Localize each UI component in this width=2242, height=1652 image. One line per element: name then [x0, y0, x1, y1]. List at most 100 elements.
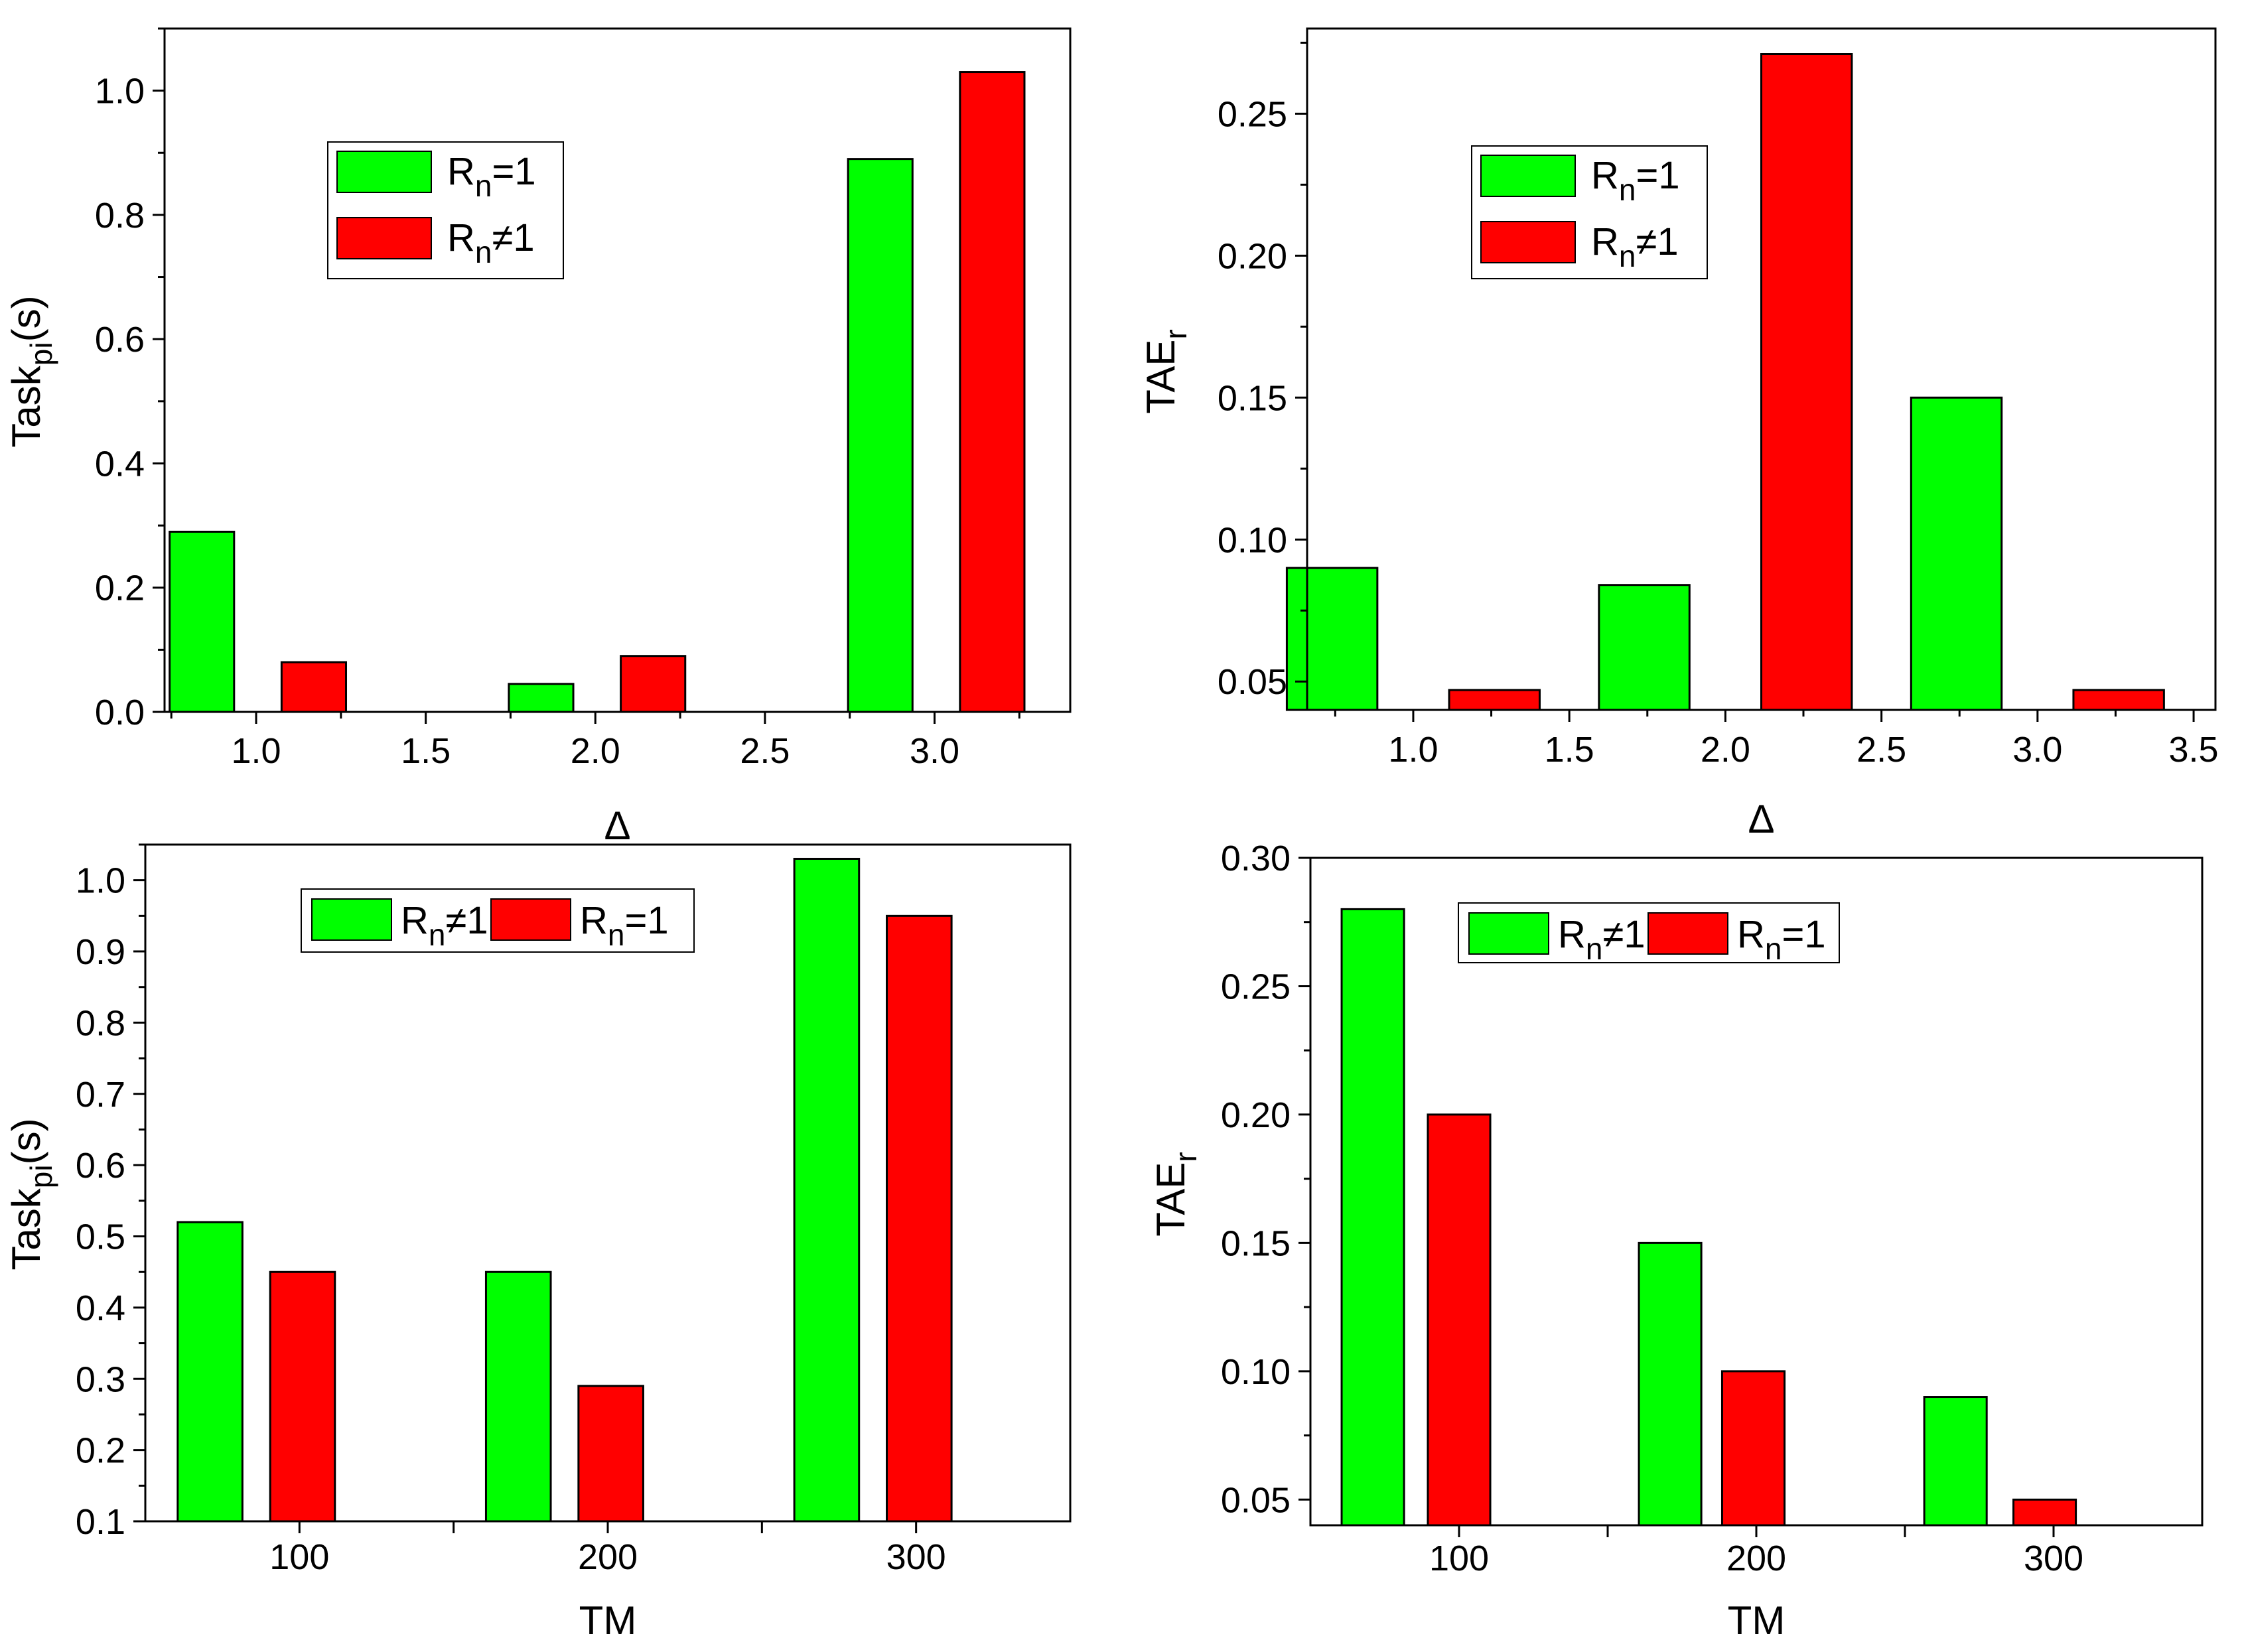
bar-bottom-right-red-2	[2012, 1498, 2077, 1527]
bar-top-right-red-0	[1448, 689, 1541, 711]
legend-label-red: Rn=1	[580, 899, 669, 952]
y-tick-label-bottom-left: 0.3	[76, 1359, 125, 1399]
y-tick-label-bottom-left: 1.0	[76, 861, 125, 901]
y-tick-label-top-right: 0.10	[1218, 520, 1287, 560]
x-tick-label-top-right: 1.5	[1545, 730, 1594, 770]
legend-bottom-right: Rn≠1 Rn=1	[1458, 902, 1840, 966]
x-tick-label-top-right: 3.0	[2012, 730, 2062, 770]
legend-swatch-red	[336, 217, 432, 259]
y-tick-label-top-left: 0.4	[95, 444, 145, 484]
x-tick-label-top-right: 1.0	[1388, 730, 1438, 770]
y-tick-label-bottom-left: 0.8	[76, 1003, 125, 1043]
x-tick-label-top-left: 2.0	[571, 731, 620, 771]
y-tick-label-bottom-left: 0.9	[76, 932, 125, 972]
y-tick-label-bottom-left: 0.7	[76, 1075, 125, 1115]
y-axis-label-top-right: TAEr	[1139, 329, 1193, 414]
x-tick-label-bottom-left: 100	[269, 1537, 329, 1577]
bar-bottom-right-green-1	[1638, 1241, 1703, 1527]
x-tick-label-top-right: 2.5	[1857, 730, 1906, 770]
legend-swatch-green	[1468, 912, 1549, 955]
y-tick-label-bottom-right: 0.25	[1221, 967, 1291, 1006]
bar-bottom-left-red-0	[269, 1271, 336, 1523]
y-tick-label-top-right: 0.25	[1218, 94, 1287, 134]
bar-bottom-left-red-2	[886, 914, 953, 1523]
y-tick-label-bottom-right: 0.30	[1221, 839, 1291, 878]
legend-label-green: Rn=1	[447, 150, 536, 203]
chart-bottom-right: 0.05 0.10 0.15 0.20 0.25 0.30 100 200 300 TM TAEr R…	[1149, 839, 2204, 1643]
bar-top-right-green-1	[1598, 584, 1691, 711]
legend-label-green: Rn≠1	[401, 899, 488, 952]
legend-swatch-red	[1480, 221, 1576, 263]
bar-top-right-red-1	[1760, 53, 1853, 711]
x-tick-label-top-left: 1.0	[231, 731, 281, 771]
bar-bottom-left-red-1	[577, 1385, 644, 1523]
x-tick-label-bottom-right: 300	[2024, 1539, 2083, 1578]
chart-bottom-left: 0.1 0.2 0.3 0.4 0.5 0.6 0.7 0.8 0.9 1.0 100 200 300 T…	[4, 843, 1072, 1643]
legend-swatch-red	[490, 898, 571, 941]
legend-swatch-green	[336, 151, 432, 193]
y-tick-label-top-left: 0.0	[95, 693, 145, 732]
y-axis-label-top-left: Taskpi(s)	[4, 295, 58, 447]
y-tick-label-bottom-right: 0.20	[1221, 1095, 1291, 1135]
bar-bottom-left-green-2	[793, 857, 861, 1523]
legend-label-red: Rn≠1	[447, 216, 535, 269]
x-tick-label-top-left: 2.5	[740, 731, 790, 771]
legend-top-right: Rn=1 Rn≠1	[1471, 145, 1708, 279]
x-tick-label-bottom-left: 300	[886, 1537, 946, 1577]
bar-top-left-red-1	[620, 655, 687, 713]
bar-top-right-green-2	[1910, 396, 2003, 711]
y-tick-label-top-right: 0.15	[1218, 378, 1287, 418]
bar-top-left-green-0	[169, 530, 236, 713]
legend-swatch-green	[311, 898, 392, 941]
y-tick-label-top-right: 0.05	[1218, 662, 1287, 702]
y-tick-label-bottom-right: 0.10	[1221, 1352, 1291, 1392]
y-tick-label-bottom-left: 0.5	[76, 1217, 125, 1257]
x-tick-label-top-left: 1.5	[401, 731, 451, 771]
x-tick-label-bottom-left: 200	[578, 1537, 638, 1577]
plot-frame-top-right	[1306, 27, 2217, 711]
bar-bottom-right-green-2	[1923, 1396, 1988, 1527]
legend-label-red: Rn≠1	[1591, 220, 1679, 273]
x-axis-label-bottom-left: TM	[579, 1598, 637, 1643]
legend-swatch-green	[1480, 155, 1576, 197]
bar-bottom-right-red-1	[1720, 1370, 1786, 1527]
chart-top-left: 0.0 0.2 0.4 0.6 0.8 1.0 1.0 1.5 2.0 2.5 3.0 Δ Taskpi…	[4, 27, 1072, 848]
x-axis-label-bottom-right: TM	[1728, 1598, 1786, 1643]
y-tick-label-top-left: 0.6	[95, 320, 145, 360]
y-tick-label-top-left: 0.8	[95, 196, 145, 236]
y-tick-label-bottom-left: 0.4	[76, 1288, 125, 1328]
bar-top-left-red-0	[280, 661, 348, 713]
bar-bottom-right-red-0	[1427, 1113, 1492, 1527]
y-tick-label-top-left: 1.0	[95, 72, 145, 111]
bar-bottom-left-green-0	[176, 1221, 244, 1523]
y-tick-label-top-left: 0.2	[95, 569, 145, 608]
y-tick-label-top-right: 0.20	[1218, 236, 1287, 276]
legend-top-left: Rn=1 Rn≠1	[327, 141, 564, 279]
y-axis-label-bottom-left: Taskpi(s)	[4, 1118, 58, 1270]
bar-top-right-red-2	[2072, 689, 2165, 711]
y-tick-label-bottom-left: 0.6	[76, 1146, 125, 1186]
bar-top-right-green-0	[1285, 567, 1379, 711]
x-tick-label-top-right: 2.0	[1701, 730, 1750, 770]
x-axis-label-top-left: Δ	[604, 803, 630, 848]
x-tick-label-bottom-right: 200	[1726, 1539, 1786, 1578]
x-axis-label-top-right: Δ	[1748, 797, 1774, 841]
y-tick-label-bottom-right: 0.15	[1221, 1223, 1291, 1263]
x-tick-label-bottom-right: 100	[1429, 1539, 1489, 1578]
bar-bottom-left-green-1	[484, 1271, 552, 1523]
bar-top-left-red-2	[959, 71, 1026, 713]
plot-frame-top-left	[163, 27, 1072, 713]
x-tick-label-top-left: 3.0	[910, 731, 959, 771]
legend-label-green: Rn≠1	[1558, 913, 1646, 966]
chart-top-right: 0.05 0.10 0.15 0.20 0.25 1.0 1.5 2.0 2.5 3.0 3.5 Δ T…	[1139, 27, 2219, 841]
legend-label-green: Rn=1	[1591, 154, 1680, 207]
y-axis-label-bottom-right: TAEr	[1149, 1152, 1203, 1237]
y-tick-label-bottom-left: 0.1	[76, 1502, 125, 1542]
bar-top-left-green-2	[847, 158, 914, 713]
legend-bottom-left: Rn≠1 Rn=1	[301, 888, 695, 953]
legend-swatch-red	[1647, 912, 1728, 955]
x-tick-label-top-right: 3.5	[2169, 730, 2219, 770]
bar-bottom-right-green-0	[1340, 908, 1405, 1527]
bar-top-left-green-1	[508, 683, 575, 713]
